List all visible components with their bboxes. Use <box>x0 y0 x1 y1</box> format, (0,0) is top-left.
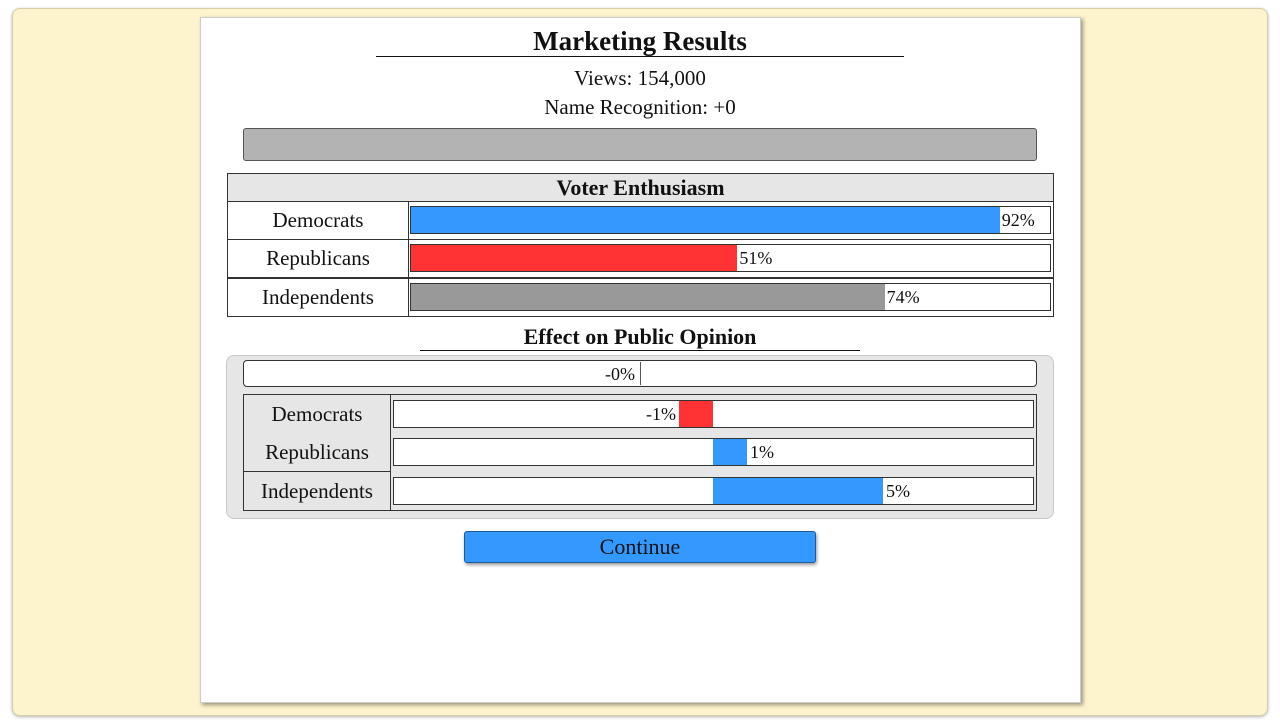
title-underline <box>376 56 904 57</box>
opinion-bar <box>713 478 883 504</box>
opinion-underline <box>420 350 860 351</box>
row-label: Independents <box>227 278 409 317</box>
value-label: 74% <box>886 287 920 307</box>
bar-track: 74% <box>410 283 1051 311</box>
bar-track: 51% <box>410 244 1051 272</box>
opinion-table: Democrats -1% Republicans 1% Independents 5% <box>243 394 1037 511</box>
value-label: -1% <box>646 404 676 424</box>
row-label: Independents <box>244 472 391 511</box>
opinion-bar <box>679 401 713 427</box>
row-label: Democrats <box>244 395 391 434</box>
bar-track: 5% <box>393 477 1034 505</box>
overall-label: -0% <box>605 364 635 384</box>
views: Views: 154,000 <box>574 66 706 90</box>
bar-track: -1% <box>393 400 1034 428</box>
opinion-box: -0% Democrats -1% Republicans 1% Independent… <box>226 355 1054 519</box>
enthusiasm-bar <box>411 207 1000 233</box>
overall-bar: -0% <box>243 360 1037 387</box>
value-label: 1% <box>750 442 774 462</box>
value-label: 92% <box>1001 210 1035 230</box>
overall-marker <box>640 362 641 385</box>
value-label: 5% <box>886 481 910 501</box>
bar-track: 1% <box>393 438 1034 466</box>
opinion-title: Effect on Public Opinion <box>523 324 757 349</box>
opinion-bar <box>713 439 747 465</box>
value-label: 51% <box>739 248 773 268</box>
row-label: Democrats <box>227 201 409 240</box>
enthusiasm-title: Voter Enthusiasm <box>227 173 1054 202</box>
enthusiasm-bar <box>411 284 885 310</box>
bar-track: 92% <box>410 206 1051 234</box>
row-label: Republicans <box>244 433 391 472</box>
title: Marketing Results <box>533 26 747 56</box>
row-label: Republicans <box>227 239 409 278</box>
progress-bar <box>243 128 1037 161</box>
continue-button[interactable]: Continue <box>464 531 816 563</box>
name-recognition: Name Recognition: +0 <box>544 95 736 119</box>
row-cell <box>408 278 1054 317</box>
enthusiasm-table: Voter Enthusiasm Democrats 92% Republicans… <box>227 173 1054 317</box>
enthusiasm-bar <box>411 245 738 271</box>
row-cell <box>408 239 1054 278</box>
